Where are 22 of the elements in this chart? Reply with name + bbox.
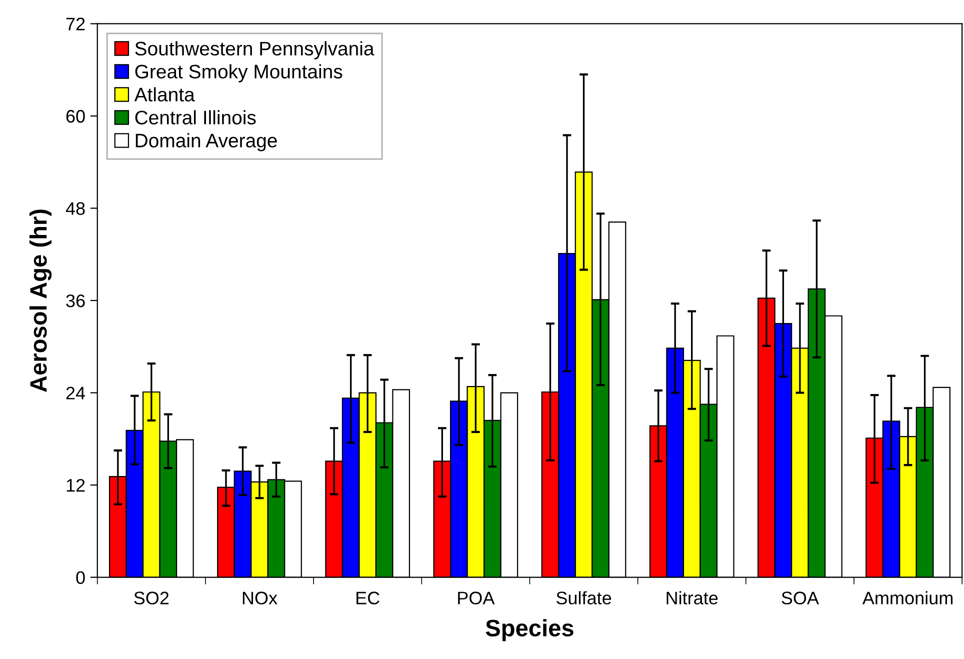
x-tick-label: POA [458, 592, 495, 604]
legend-label: Atlanta [134, 87, 195, 102]
x-axis-title: Species [486, 619, 574, 642]
y-tick-label: 60 [66, 110, 85, 123]
x-tick-label: Ammonium [862, 591, 952, 604]
legend-label: Domain Average [136, 133, 277, 152]
x-tick-label: SOA [782, 592, 819, 604]
legend-label: Great Smoky Mountains [135, 64, 342, 82]
y-tick-label: 24 [66, 386, 86, 400]
x-tick-label: SO2 [134, 592, 169, 604]
x-tick-label: EC [356, 592, 380, 604]
y-tick-label: 12 [66, 478, 85, 492]
y-tick-label: 48 [66, 202, 85, 215]
x-tick-label: Nitrate [666, 591, 718, 604]
x-tick-label: Sulfate [556, 591, 612, 604]
x-tick-label: NOx [242, 592, 278, 604]
y-tick-label: 36 [66, 294, 85, 308]
legend-label: Central Illinois [135, 110, 256, 124]
legend-label: Southwestern Pennsylvania [135, 41, 374, 60]
y-tick-label: 72 [66, 18, 85, 30]
y-axis-title: Aerosol Age (hr) [29, 210, 52, 392]
y-tick-label: 0 [76, 571, 85, 584]
